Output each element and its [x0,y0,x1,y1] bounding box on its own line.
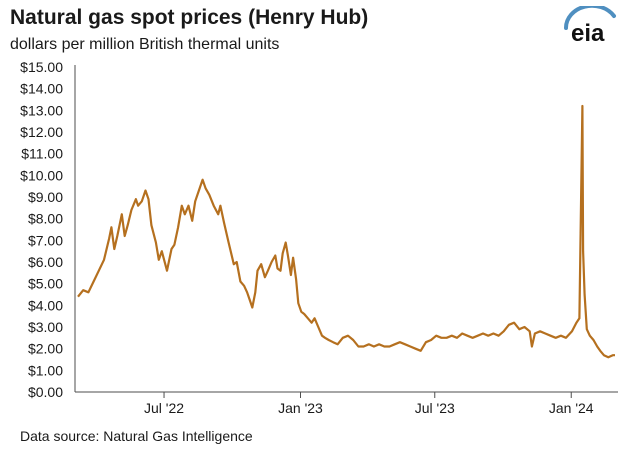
y-tick-label: $13.00 [20,102,63,118]
data-source-note: Data source: Natural Gas Intelligence [20,428,253,444]
chart-title: Natural gas spot prices (Henry Hub) [10,6,369,29]
x-tick-label: Jul '23 [415,400,455,416]
y-tick-label: $1.00 [28,362,63,378]
y-tick-label: $6.00 [28,254,63,270]
chart-subtitle: dollars per million British thermal unit… [10,36,280,53]
x-tick-label: Jan '24 [549,400,594,416]
y-tick-label: $9.00 [28,189,63,205]
eia-logo-arc-icon [563,6,616,30]
y-tick-label: $12.00 [20,124,63,140]
y-tick-label: $14.00 [20,81,63,97]
y-tick-label: $10.00 [20,167,63,183]
y-tick-label: $2.00 [28,341,63,357]
x-tick-label: Jan '23 [278,400,323,416]
y-tick-label: $4.00 [28,297,63,313]
y-tick-label: $5.00 [28,276,63,292]
y-tick-label: $8.00 [28,211,63,227]
eia-logo: eia [571,20,605,47]
x-tick-label: Jul '22 [144,400,184,416]
y-tick-label: $0.00 [28,384,63,400]
y-tick-label: $15.00 [20,59,63,75]
y-tick-label: $7.00 [28,232,63,248]
y-tick-label: $11.00 [21,146,63,162]
price-series-line [77,104,615,359]
y-tick-label: $3.00 [28,319,63,335]
